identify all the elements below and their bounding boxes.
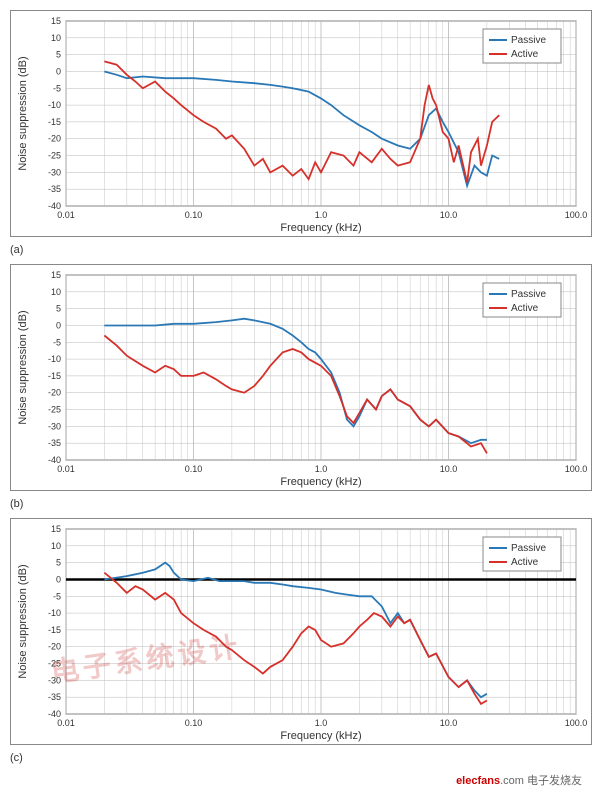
svg-text:-25: -25 (48, 405, 61, 415)
svg-text:Active: Active (511, 303, 539, 314)
svg-text:100.0: 100.0 (565, 718, 588, 728)
svg-text:0: 0 (56, 320, 61, 330)
svg-text:-5: -5 (53, 591, 61, 601)
svg-text:-15: -15 (48, 625, 61, 635)
footer-brand: elecfans (456, 775, 500, 787)
svg-text:15: 15 (51, 16, 61, 26)
svg-text:-25: -25 (48, 659, 61, 669)
chart-svg-c: -40-35-30-25-20-15-10-50510150.010.101.0… (10, 518, 592, 745)
svg-text:Passive: Passive (511, 543, 546, 554)
sublabel-b: (b) (10, 498, 590, 510)
svg-text:10.0: 10.0 (440, 464, 458, 474)
chart-b: -40-35-30-25-20-15-10-50510150.010.101.0… (10, 264, 590, 510)
svg-text:0.10: 0.10 (185, 210, 203, 220)
svg-text:10.0: 10.0 (440, 718, 458, 728)
legend-a: Passive Active (483, 29, 561, 63)
svg-text:1.0: 1.0 (315, 464, 328, 474)
svg-text:100.0: 100.0 (565, 464, 588, 474)
svg-text:100.0: 100.0 (565, 210, 588, 220)
svg-text:-20: -20 (48, 388, 61, 398)
svg-text:Noise suppression (dB): Noise suppression (dB) (17, 56, 29, 170)
svg-text:5: 5 (56, 558, 61, 568)
footer-attribution: elecfans.com 电子发烧友 (10, 772, 590, 788)
svg-text:10: 10 (51, 287, 61, 297)
svg-text:-35: -35 (48, 438, 61, 448)
svg-text:0: 0 (56, 574, 61, 584)
chart-a: -40-35-30-25-20-15-10-50510150.010.101.0… (10, 10, 590, 256)
svg-text:5: 5 (56, 50, 61, 60)
chart-c: -40-35-30-25-20-15-10-50510150.010.101.0… (10, 518, 590, 764)
sublabel-a: (a) (10, 244, 590, 256)
svg-text:Active: Active (511, 557, 539, 568)
footer-suffix: .com 电子发烧友 (500, 775, 582, 787)
svg-text:1.0: 1.0 (315, 718, 328, 728)
svg-text:15: 15 (51, 524, 61, 534)
svg-text:Passive: Passive (511, 289, 546, 300)
svg-text:Active: Active (511, 49, 539, 60)
svg-text:Noise suppression (dB): Noise suppression (dB) (17, 564, 29, 678)
svg-text:-15: -15 (48, 371, 61, 381)
chart-svg-a: -40-35-30-25-20-15-10-50510150.010.101.0… (10, 10, 592, 237)
svg-text:Frequency (kHz): Frequency (kHz) (280, 730, 361, 742)
svg-text:-20: -20 (48, 134, 61, 144)
svg-text:0.01: 0.01 (57, 464, 75, 474)
svg-text:10: 10 (51, 33, 61, 43)
svg-text:-20: -20 (48, 642, 61, 652)
sublabel-c: (c) (10, 752, 590, 764)
svg-text:-10: -10 (48, 354, 61, 364)
svg-text:10.0: 10.0 (440, 210, 458, 220)
svg-text:-30: -30 (48, 167, 61, 177)
svg-text:15: 15 (51, 270, 61, 280)
svg-text:-5: -5 (53, 337, 61, 347)
svg-text:-10: -10 (48, 608, 61, 618)
svg-text:Frequency (kHz): Frequency (kHz) (280, 476, 361, 488)
svg-text:0.10: 0.10 (185, 718, 203, 728)
svg-text:Noise suppression (dB): Noise suppression (dB) (17, 310, 29, 424)
svg-text:Frequency (kHz): Frequency (kHz) (280, 222, 361, 234)
chart-svg-b: -40-35-30-25-20-15-10-50510150.010.101.0… (10, 264, 592, 491)
svg-text:5: 5 (56, 304, 61, 314)
svg-text:Passive: Passive (511, 35, 546, 46)
svg-text:-10: -10 (48, 100, 61, 110)
legend-b: Passive Active (483, 283, 561, 317)
svg-text:10: 10 (51, 541, 61, 551)
svg-text:0.01: 0.01 (57, 718, 75, 728)
svg-text:-35: -35 (48, 692, 61, 702)
svg-text:-5: -5 (53, 83, 61, 93)
svg-text:-25: -25 (48, 151, 61, 161)
svg-text:0.10: 0.10 (185, 464, 203, 474)
svg-text:1.0: 1.0 (315, 210, 328, 220)
svg-text:0: 0 (56, 66, 61, 76)
svg-text:0.01: 0.01 (57, 210, 75, 220)
svg-text:-15: -15 (48, 117, 61, 127)
svg-text:-30: -30 (48, 421, 61, 431)
svg-text:-30: -30 (48, 675, 61, 685)
svg-text:-35: -35 (48, 184, 61, 194)
legend-c: Passive Active (483, 537, 561, 571)
